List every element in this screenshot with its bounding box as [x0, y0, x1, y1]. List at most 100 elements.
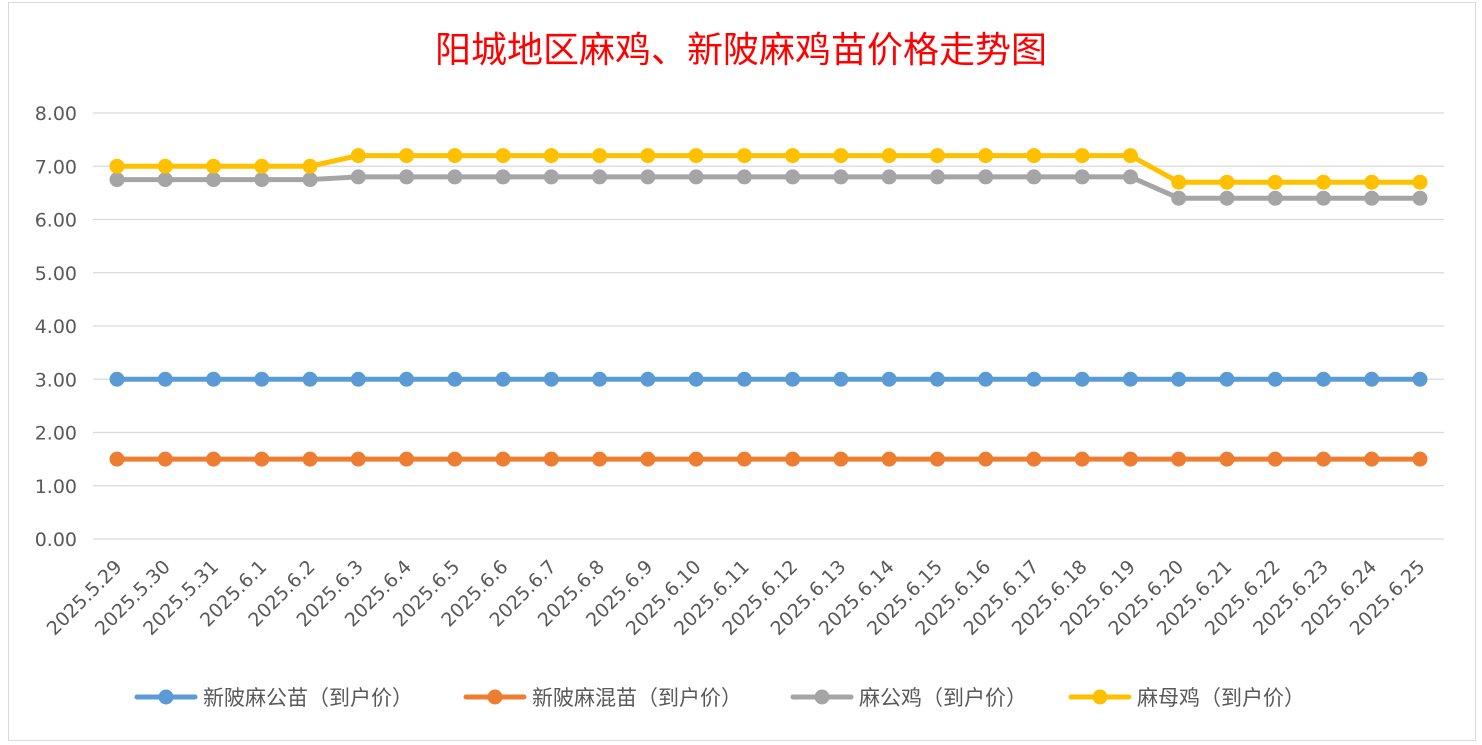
- y-axis-ticks: 0.00 1.00 2.00 3.00 4.00 5.00 6.00 7.00 8.00: [35, 103, 77, 551]
- legend-item: 麻公鸡（到户价）: [790, 686, 1027, 710]
- data-point: [978, 371, 994, 387]
- data-point: [206, 451, 222, 467]
- data-point: [1315, 174, 1331, 190]
- data-point: [1026, 148, 1042, 164]
- data-point: [447, 371, 463, 387]
- y-tick-label: 4.00: [35, 316, 77, 338]
- data-point: [929, 169, 945, 185]
- data-point: [1219, 190, 1235, 206]
- data-point: [543, 169, 559, 185]
- data-point: [447, 451, 463, 467]
- data-point: [1364, 451, 1380, 467]
- data-point: [1412, 451, 1428, 467]
- data-point: [688, 371, 704, 387]
- y-tick-label: 5.00: [35, 263, 77, 285]
- y-tick-label: 2.00: [35, 423, 77, 445]
- data-point: [688, 148, 704, 164]
- data-point: [833, 169, 849, 185]
- data-point: [1171, 371, 1187, 387]
- data-point: [785, 371, 801, 387]
- x-axis-ticks: 2025.5.292025.5.302025.5.312025.6.12025.…: [43, 556, 1430, 640]
- data-point: [543, 148, 559, 164]
- series-1: [109, 451, 1428, 467]
- data-point: [350, 148, 366, 164]
- data-point: [1122, 169, 1138, 185]
- data-point: [833, 371, 849, 387]
- series-line: [114, 174, 1423, 201]
- data-point: [785, 451, 801, 467]
- data-point: [1074, 371, 1090, 387]
- data-point: [109, 371, 125, 387]
- data-point: [881, 148, 897, 164]
- series-0: [109, 371, 1428, 387]
- legend-marker: [814, 689, 830, 705]
- y-tick-label: 1.00: [35, 476, 77, 498]
- data-point: [881, 371, 897, 387]
- data-point: [1219, 371, 1235, 387]
- data-point: [495, 371, 511, 387]
- data-point: [1171, 190, 1187, 206]
- y-tick-label: 8.00: [35, 103, 77, 125]
- series-2: [109, 169, 1428, 206]
- legend-marker: [158, 689, 174, 705]
- data-point: [881, 451, 897, 467]
- data-point: [206, 172, 222, 188]
- data-point: [1412, 174, 1428, 190]
- data-point: [881, 169, 897, 185]
- data-point: [302, 371, 318, 387]
- y-tick-label: 3.00: [35, 369, 77, 391]
- data-point: [785, 148, 801, 164]
- chart-title: 阳城地区麻鸡、新陂麻鸡苗价格走势图: [435, 30, 1047, 71]
- legend-label: 麻公鸡（到户价）: [859, 686, 1027, 710]
- legend-label: 麻母鸡（到户价）: [1137, 686, 1305, 710]
- legend: 新陂麻公苗（到户价） 新陂麻混苗（到户价） 麻公鸡（到户价） 麻母鸡（到户价）: [134, 686, 1305, 710]
- y-tick-label: 7.00: [35, 156, 77, 178]
- data-point: [447, 148, 463, 164]
- series-line: [114, 153, 1423, 185]
- data-point: [640, 371, 656, 387]
- chart-frame: [8, 2, 1476, 741]
- data-point: [978, 148, 994, 164]
- data-point: [1315, 190, 1331, 206]
- data-point: [399, 451, 415, 467]
- data-point: [1026, 451, 1042, 467]
- data-point: [929, 371, 945, 387]
- data-point: [1267, 174, 1283, 190]
- legend-item: 新陂麻公苗（到户价）: [134, 686, 413, 710]
- data-point: [109, 451, 125, 467]
- data-point: [592, 169, 608, 185]
- legend-marker: [487, 689, 503, 705]
- data-point: [254, 172, 270, 188]
- data-point: [688, 451, 704, 467]
- data-point: [736, 169, 752, 185]
- data-point: [1122, 451, 1138, 467]
- data-point: [109, 172, 125, 188]
- data-point: [1074, 148, 1090, 164]
- data-point: [1171, 174, 1187, 190]
- series-3: [109, 148, 1428, 190]
- data-point: [350, 371, 366, 387]
- data-point: [785, 169, 801, 185]
- legend-item: 新陂麻混苗（到户价）: [463, 686, 742, 710]
- data-point: [157, 451, 173, 467]
- data-point: [399, 148, 415, 164]
- data-point: [399, 371, 415, 387]
- data-point: [495, 148, 511, 164]
- y-tick-label: 0.00: [35, 529, 77, 551]
- data-point: [302, 158, 318, 174]
- data-point: [495, 451, 511, 467]
- data-point: [1267, 190, 1283, 206]
- data-point: [736, 148, 752, 164]
- legend-label: 新陂麻混苗（到户价）: [532, 686, 742, 710]
- data-point: [350, 451, 366, 467]
- data-point: [206, 371, 222, 387]
- data-point: [157, 158, 173, 174]
- data-point: [1122, 148, 1138, 164]
- data-point: [543, 451, 559, 467]
- data-point: [1026, 371, 1042, 387]
- data-point: [1315, 451, 1331, 467]
- legend-marker: [1092, 689, 1108, 705]
- data-point: [640, 451, 656, 467]
- data-point: [833, 451, 849, 467]
